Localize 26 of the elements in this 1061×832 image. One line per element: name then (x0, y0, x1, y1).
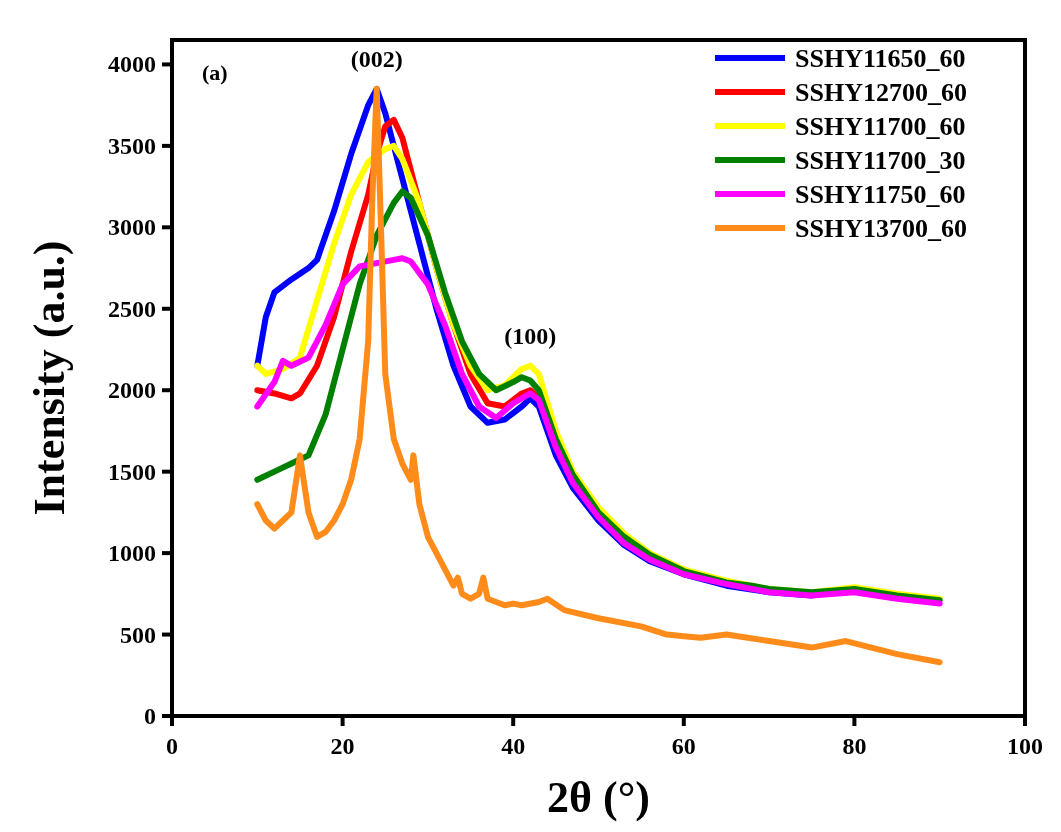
x-tick-label: 80 (842, 733, 867, 759)
legend-label: SSHY11700_60 (795, 112, 966, 141)
x-axis-title: 2θ (°) (547, 773, 650, 822)
y-tick-label: 4000 (108, 51, 156, 78)
x-tick-label: 60 (671, 733, 696, 759)
annotation: (a) (202, 60, 228, 85)
legend-label: SSHY11750_60 (795, 180, 966, 209)
x-tick-label: 40 (501, 733, 526, 759)
y-tick-label: 1000 (108, 540, 156, 567)
x-tick-label: 0 (166, 733, 178, 759)
y-tick-label: 1500 (108, 458, 156, 485)
legend-label: SSHY12700_60 (795, 78, 967, 107)
annotation: (002) (350, 45, 403, 72)
y-axis-title: Intensity (a.u.) (25, 240, 74, 516)
y-tick-label: 3000 (108, 214, 156, 241)
x-tick-label: 100 (1007, 733, 1043, 759)
legend-label: SSHY11700_30 (795, 146, 966, 175)
y-tick-label: 500 (120, 621, 156, 648)
x-tick-label: 20 (330, 733, 355, 759)
annotation: (100) (504, 322, 557, 349)
y-tick-label: 0 (144, 703, 156, 729)
y-tick-label: 2500 (108, 295, 156, 322)
y-tick-label: 2000 (108, 377, 156, 404)
legend-label: SSHY11650_60 (795, 44, 966, 73)
y-tick-label: 3500 (108, 132, 156, 159)
legend-label: SSHY13700_60 (795, 214, 967, 243)
